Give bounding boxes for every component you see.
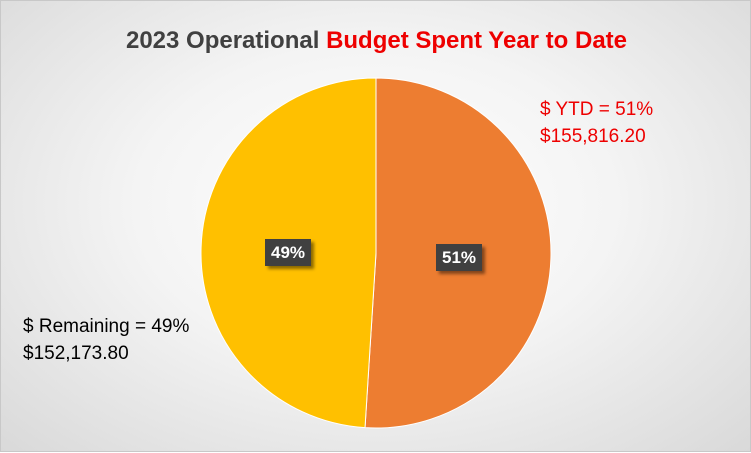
chart-title-highlight: Budget Spent Year to Date <box>326 27 628 54</box>
callout-ytd-amount: $155,816.20 <box>540 126 646 147</box>
slice-label-ytd: 51% <box>436 244 483 271</box>
slice-label-remaining: 49% <box>265 239 312 266</box>
callout-ytd-percent: $ YTD = 51% <box>540 99 654 120</box>
chart-title: 2023 Operational Budget Spent Year to Da… <box>1 27 751 55</box>
callout-remaining-amount: $152,173.80 <box>23 343 129 364</box>
chart-title-plain: 2023 Operational <box>125 27 327 54</box>
callout-remaining: $ Remaining = 49% $152,173.80 <box>23 313 189 367</box>
callout-remaining-percent: $ Remaining = 49% <box>23 316 190 337</box>
callout-ytd: $ YTD = 51% $155,816.20 <box>540 96 653 150</box>
